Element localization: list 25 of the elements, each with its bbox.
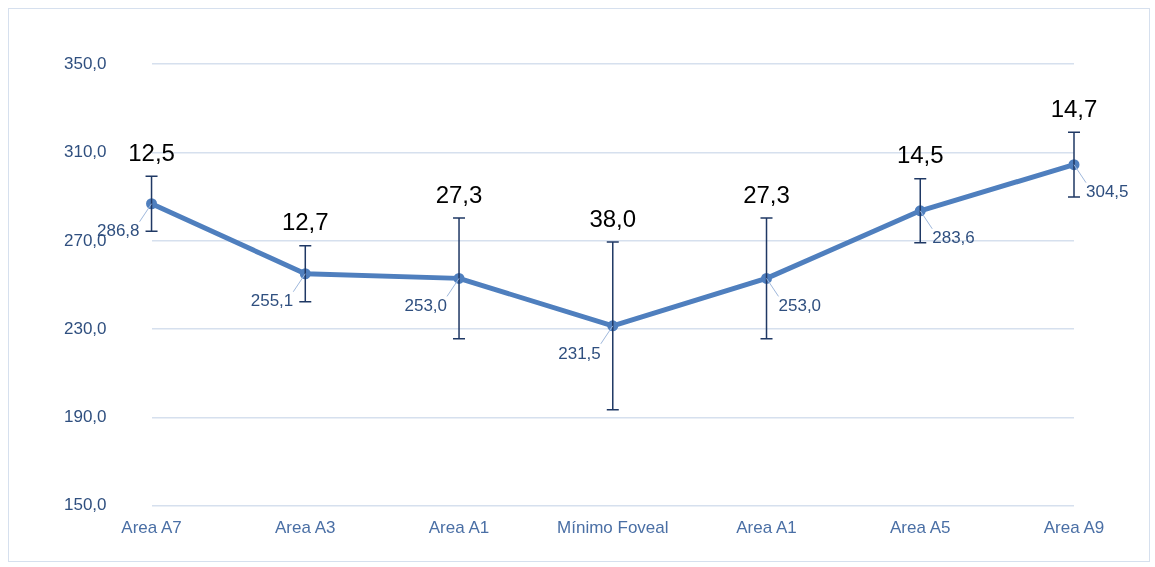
y-tick-label: 190,0 bbox=[63, 407, 107, 427]
y-tick-label: 310,0 bbox=[63, 142, 107, 162]
x-tick-label: Area A3 bbox=[275, 517, 336, 537]
data-label: 283,6 bbox=[932, 228, 975, 248]
annotation: 12,7 bbox=[281, 208, 329, 236]
annotation: 14,7 bbox=[1050, 94, 1098, 122]
y-tick-label: 150,0 bbox=[63, 495, 107, 515]
y-tick-label: 230,0 bbox=[63, 318, 107, 338]
data-label: 255,1 bbox=[250, 291, 294, 311]
annotation: 27,3 bbox=[743, 180, 790, 208]
data-label: 253,0 bbox=[778, 296, 822, 316]
data-label: 231,5 bbox=[558, 343, 601, 363]
data-label: 304,5 bbox=[1086, 182, 1129, 202]
x-tick-label: Area A7 bbox=[121, 517, 182, 537]
y-tick-label: 350,0 bbox=[63, 53, 107, 73]
x-tick-label: Area A1 bbox=[736, 517, 797, 537]
annotation: 14,5 bbox=[896, 141, 944, 169]
annotation: 12,5 bbox=[128, 138, 175, 166]
annotation: 27,3 bbox=[435, 180, 483, 208]
x-tick-label: Mínimo Foveal bbox=[557, 517, 669, 537]
data-label: 253,0 bbox=[404, 296, 448, 316]
x-tick-label: Area A9 bbox=[1043, 517, 1105, 537]
x-tick-label: Area A5 bbox=[890, 517, 951, 537]
x-tick-label: Area A1 bbox=[428, 517, 490, 537]
annotation: 38,0 bbox=[589, 204, 637, 232]
